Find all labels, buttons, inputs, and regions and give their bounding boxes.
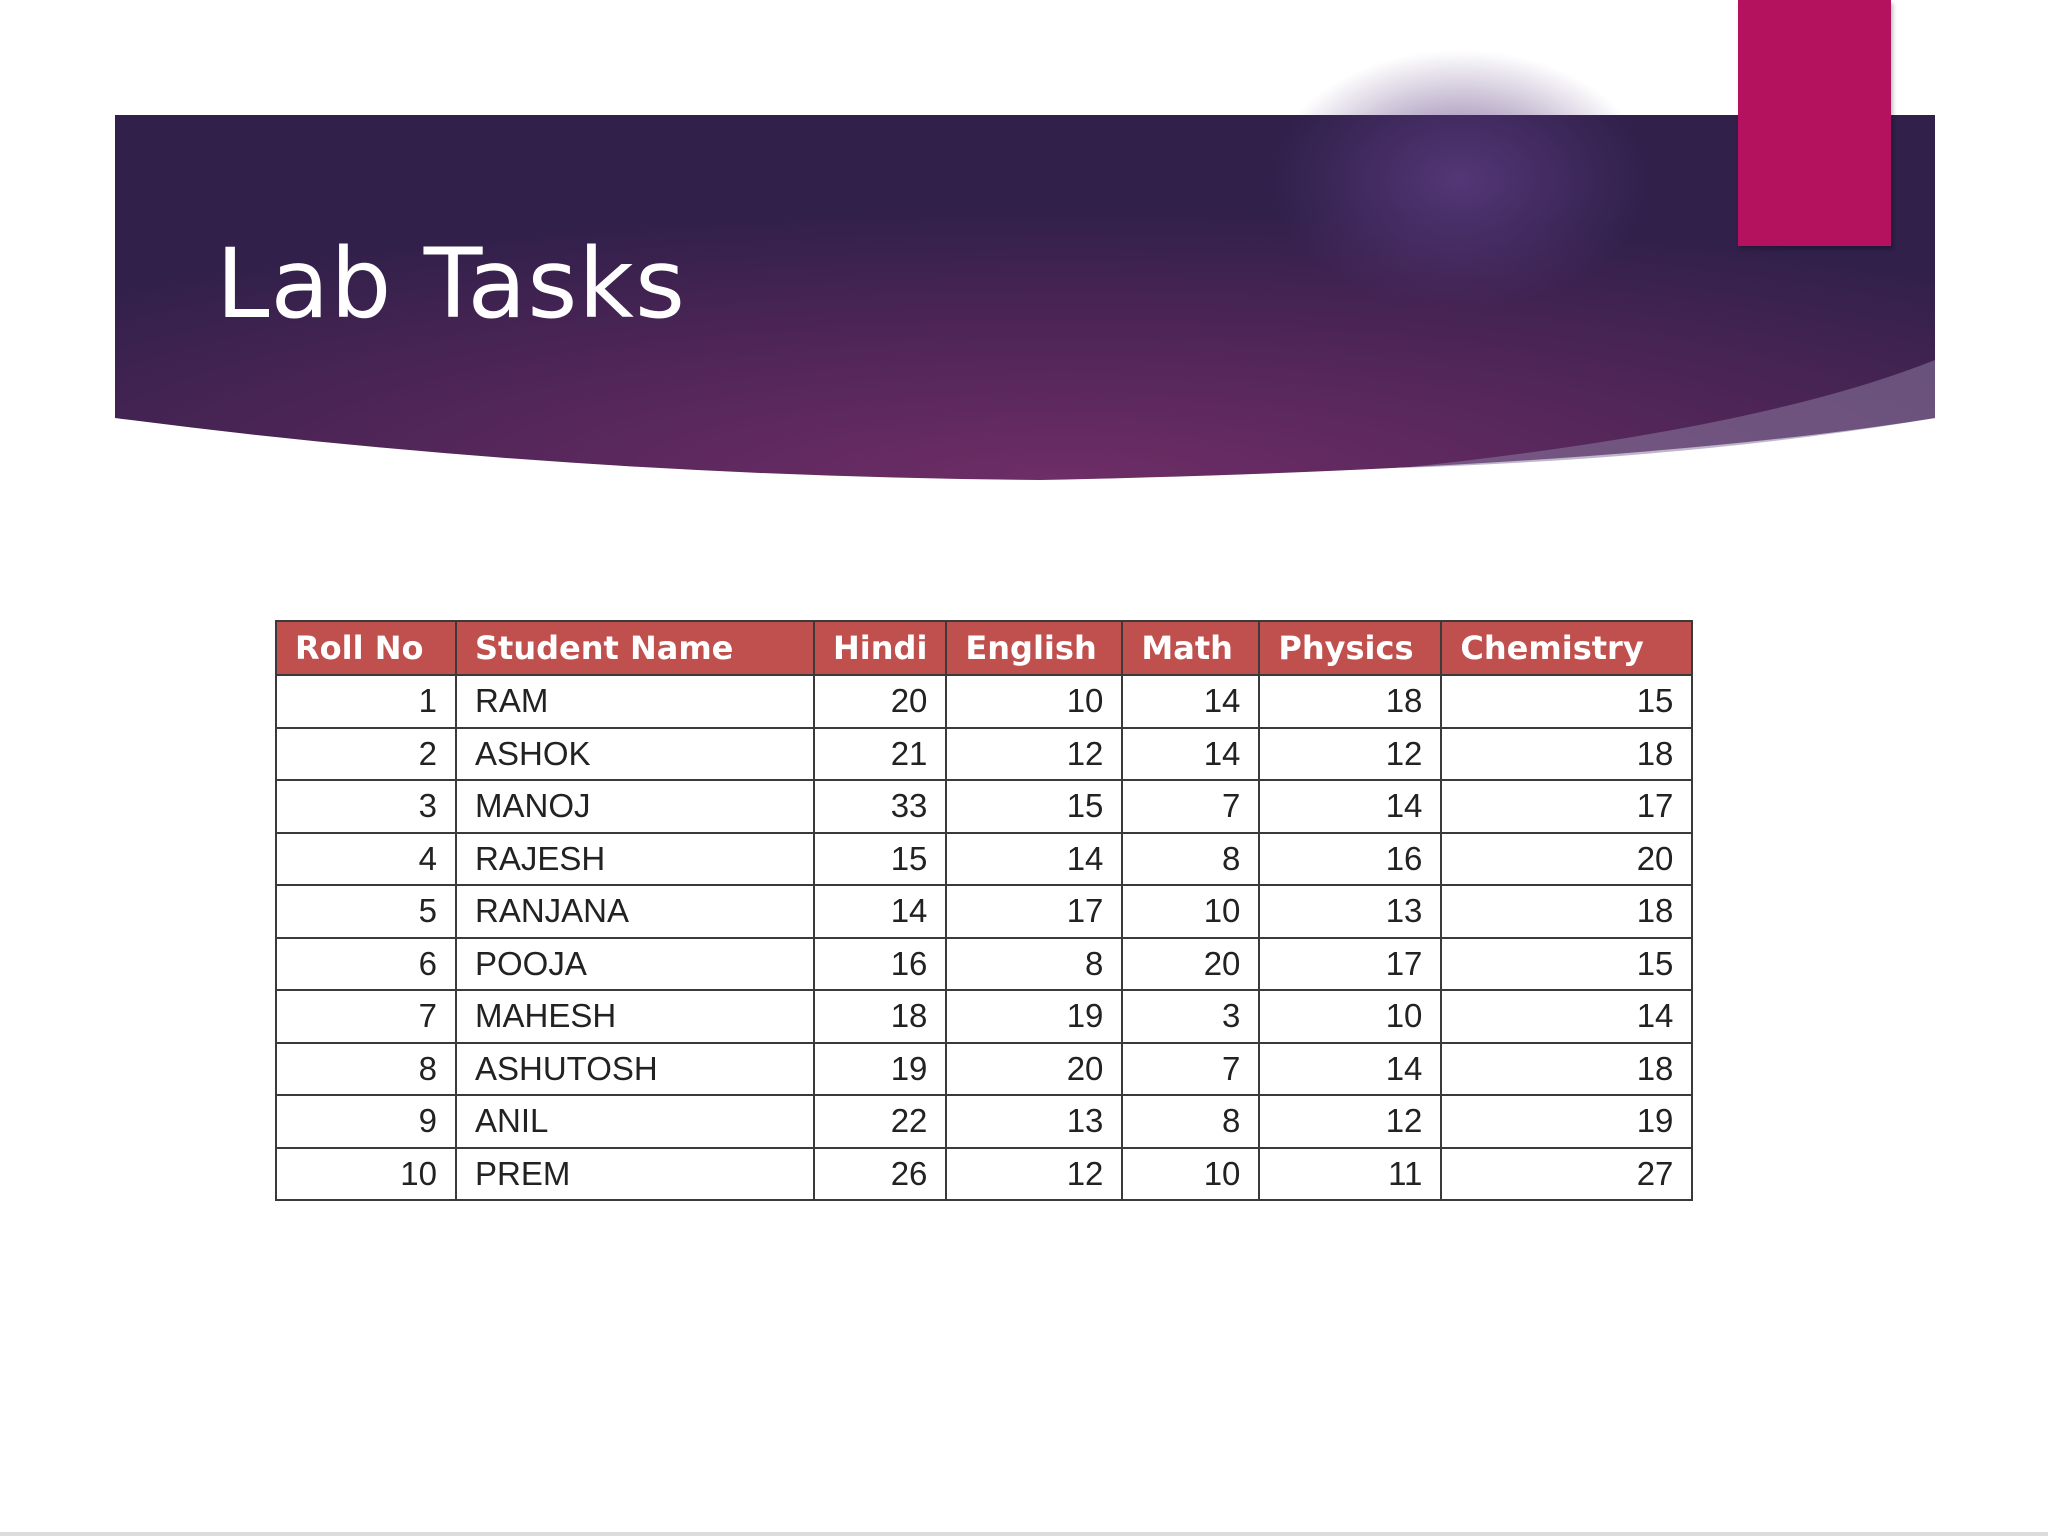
header-english: English: [945, 620, 1124, 676]
cell-math: 3: [1121, 989, 1261, 1044]
cell-math: 8: [1121, 831, 1261, 886]
cell-physics: 16: [1258, 831, 1443, 886]
cell-physics: 12: [1258, 726, 1443, 781]
cell-math: 8: [1121, 1094, 1261, 1149]
marks-table-container: Roll No Student Name Hindi English Math …: [275, 620, 1694, 1201]
cell-math: 7: [1121, 1041, 1261, 1096]
cell-hindi: 15: [812, 831, 948, 886]
slide-title: Lab Tasks: [216, 228, 686, 340]
table-row: 10 PREM 26 12 10 11 27: [275, 1146, 1694, 1201]
cell-roll-no: 7: [275, 989, 457, 1044]
cell-student-name: POOJA: [455, 936, 815, 991]
cell-hindi: 21: [812, 726, 948, 781]
cell-english: 19: [945, 989, 1124, 1044]
header-physics: Physics: [1258, 620, 1443, 676]
cell-roll-no: 2: [275, 726, 457, 781]
cell-chemistry: 20: [1440, 831, 1694, 886]
cell-hindi: 14: [812, 884, 948, 939]
cell-student-name: ASHOK: [455, 726, 815, 781]
cell-roll-no: 10: [275, 1146, 457, 1201]
cell-math: 7: [1121, 779, 1261, 834]
table-row: 8 ASHUTOSH 19 20 7 14 18: [275, 1041, 1694, 1096]
cell-math: 20: [1121, 936, 1261, 991]
cell-hindi: 22: [812, 1094, 948, 1149]
table-row: 4 RAJESH 15 14 8 16 20: [275, 831, 1694, 886]
cell-physics: 17: [1258, 936, 1443, 991]
cell-student-name: MAHESH: [455, 989, 815, 1044]
cell-chemistry: 19: [1440, 1094, 1694, 1149]
cell-student-name: ASHUTOSH: [455, 1041, 815, 1096]
cell-chemistry: 18: [1440, 726, 1694, 781]
cell-roll-no: 8: [275, 1041, 457, 1096]
cell-student-name: RANJANA: [455, 884, 815, 939]
cell-physics: 18: [1258, 674, 1443, 729]
cell-hindi: 18: [812, 989, 948, 1044]
cell-roll-no: 9: [275, 1094, 457, 1149]
cell-chemistry: 18: [1440, 1041, 1694, 1096]
cell-hindi: 16: [812, 936, 948, 991]
header-student-name: Student Name: [455, 620, 815, 676]
cell-student-name: ANIL: [455, 1094, 815, 1149]
cell-physics: 14: [1258, 779, 1443, 834]
cell-chemistry: 18: [1440, 884, 1694, 939]
cell-english: 17: [945, 884, 1124, 939]
title-banner: [115, 50, 1935, 480]
cell-roll-no: 4: [275, 831, 457, 886]
cell-chemistry: 27: [1440, 1146, 1694, 1201]
cell-physics: 12: [1258, 1094, 1443, 1149]
cell-math: 14: [1121, 674, 1261, 729]
cell-chemistry: 14: [1440, 989, 1694, 1044]
cell-roll-no: 3: [275, 779, 457, 834]
table-row: 6 POOJA 16 8 20 17 15: [275, 936, 1694, 991]
cell-math: 10: [1121, 884, 1261, 939]
table-row: 7 MAHESH 18 19 3 10 14: [275, 989, 1694, 1044]
marks-table: Roll No Student Name Hindi English Math …: [275, 620, 1694, 1201]
table-row: 2 ASHOK 21 12 14 12 18: [275, 726, 1694, 781]
cell-roll-no: 6: [275, 936, 457, 991]
cell-hindi: 19: [812, 1041, 948, 1096]
cell-chemistry: 15: [1440, 936, 1694, 991]
table-header-row: Roll No Student Name Hindi English Math …: [275, 620, 1694, 676]
cell-roll-no: 5: [275, 884, 457, 939]
header-math: Math: [1121, 620, 1261, 676]
cell-student-name: RAM: [455, 674, 815, 729]
cell-student-name: PREM: [455, 1146, 815, 1201]
cell-english: 15: [945, 779, 1124, 834]
header-roll-no: Roll No: [275, 620, 457, 676]
cell-physics: 14: [1258, 1041, 1443, 1096]
cell-hindi: 26: [812, 1146, 948, 1201]
cell-physics: 13: [1258, 884, 1443, 939]
cell-english: 10: [945, 674, 1124, 729]
cell-english: 8: [945, 936, 1124, 991]
cell-english: 20: [945, 1041, 1124, 1096]
cell-student-name: RAJESH: [455, 831, 815, 886]
table-row: 9 ANIL 22 13 8 12 19: [275, 1094, 1694, 1149]
cell-english: 12: [945, 726, 1124, 781]
cell-hindi: 33: [812, 779, 948, 834]
accent-tab: [1738, 0, 1891, 246]
table-row: 1 RAM 20 10 14 18 15: [275, 674, 1694, 729]
header-chemistry: Chemistry: [1440, 620, 1694, 676]
cell-math: 10: [1121, 1146, 1261, 1201]
cell-english: 14: [945, 831, 1124, 886]
cell-roll-no: 1: [275, 674, 457, 729]
cell-physics: 11: [1258, 1146, 1443, 1201]
cell-chemistry: 17: [1440, 779, 1694, 834]
cell-chemistry: 15: [1440, 674, 1694, 729]
table-row: 5 RANJANA 14 17 10 13 18: [275, 884, 1694, 939]
cell-student-name: MANOJ: [455, 779, 815, 834]
cell-english: 13: [945, 1094, 1124, 1149]
cell-english: 12: [945, 1146, 1124, 1201]
cell-physics: 10: [1258, 989, 1443, 1044]
cell-hindi: 20: [812, 674, 948, 729]
window-bottom-edge: [0, 1532, 2048, 1536]
table-row: 3 MANOJ 33 15 7 14 17: [275, 779, 1694, 834]
cell-math: 14: [1121, 726, 1261, 781]
header-hindi: Hindi: [812, 620, 948, 676]
